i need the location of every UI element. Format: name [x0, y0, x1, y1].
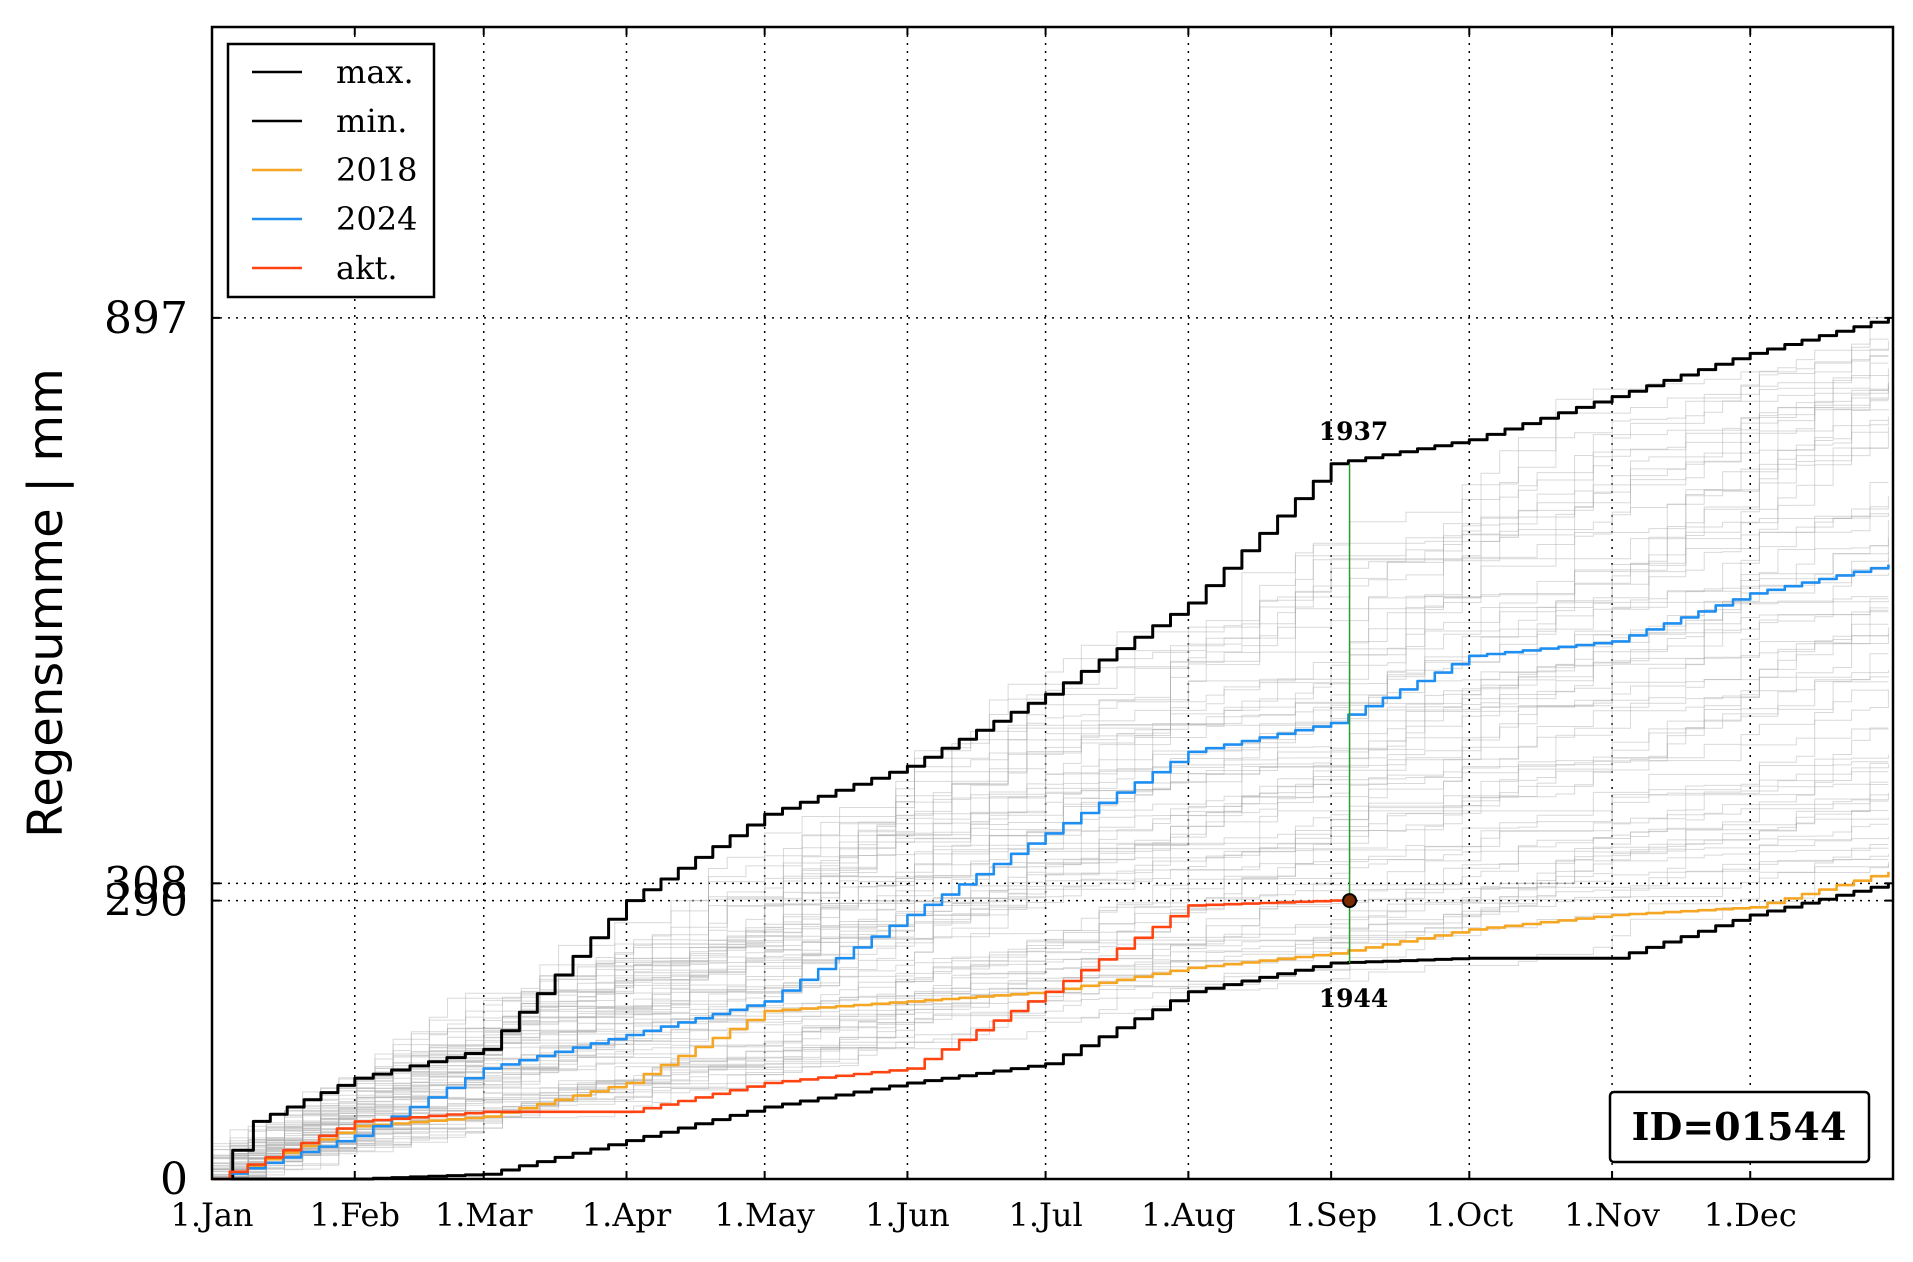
background-year-line	[212, 853, 1889, 1167]
background-year-line	[212, 512, 1889, 1151]
background-year-line	[212, 355, 1889, 1159]
background-year-line	[212, 635, 1889, 1169]
background-year-line	[212, 844, 1889, 1180]
background-year-line	[212, 600, 1889, 1156]
x-tick-label: 1.Mar	[435, 1196, 533, 1234]
background-years-layer	[212, 317, 1889, 1180]
plot-frame	[210, 25, 1895, 1181]
background-year-line	[212, 689, 1889, 1180]
x-tick-label: 1.Jun	[865, 1196, 950, 1234]
background-year-line	[212, 627, 1889, 1180]
x-tick-label: 1.Apr	[582, 1196, 672, 1234]
background-year-line	[212, 781, 1889, 1170]
background-year-line	[212, 368, 1889, 1180]
background-year-line	[212, 727, 1889, 1177]
plot-background	[212, 27, 1893, 1179]
background-year-line	[212, 598, 1889, 1166]
background-year-line	[212, 611, 1889, 1164]
y-tick-label: 290	[104, 876, 188, 927]
annotation-year-label: 1944	[1319, 984, 1389, 1013]
background-year-line	[212, 784, 1889, 1178]
y-axis-label: Regensumme | mm	[18, 368, 74, 838]
series-line-2024	[212, 564, 1890, 1181]
legend-label-akt: akt.	[336, 249, 398, 287]
background-year-line	[212, 761, 1889, 1175]
id-box: ID=01544	[1608, 1090, 1871, 1164]
background-year-line	[212, 762, 1889, 1170]
background-year-line	[212, 397, 1889, 1180]
background-year-line	[212, 653, 1889, 1180]
background-year-line	[212, 837, 1889, 1177]
x-tick-label: 1.Jul	[1008, 1196, 1082, 1234]
background-year-line	[212, 572, 1889, 1165]
background-year-line	[212, 794, 1889, 1180]
tick-layer: 1.Jan 1.Feb 1.Mar 1.Apr 1.May 1.Jun 1.Jul 1.Aug…	[104, 27, 1893, 1234]
background-year-line	[212, 862, 1889, 1180]
annotation-layer: 1937 1944	[1319, 417, 1389, 1013]
id-box-frame	[1608, 1090, 1871, 1164]
background-year-line	[212, 623, 1889, 1180]
background-year-line	[212, 340, 1889, 1180]
y-tick-label: 0	[160, 1154, 188, 1205]
legend-label-min: min.	[336, 102, 407, 140]
series-line-min	[212, 883, 1890, 1181]
background-year-line	[212, 375, 1889, 1180]
x-tick-label: 1.Dec	[1704, 1196, 1797, 1234]
background-year-line	[212, 317, 1889, 1145]
series-line-max	[212, 317, 1890, 1181]
background-year-line	[212, 609, 1889, 1158]
background-year-line	[212, 362, 1889, 1160]
background-year-line	[212, 728, 1889, 1180]
background-year-line	[212, 348, 1889, 1177]
x-tick-label: 1.Oct	[1426, 1196, 1514, 1234]
background-year-line	[212, 764, 1889, 1178]
current-value-point	[1342, 893, 1358, 909]
grid-layer	[212, 27, 1893, 1179]
x-tick-label: 1.Jan	[170, 1196, 253, 1234]
background-year-line	[212, 355, 1889, 1180]
background-year-line	[212, 482, 1889, 1180]
series-layer	[212, 317, 1890, 1181]
legend-label-max: max.	[336, 53, 414, 91]
legend-label-2024: 2024	[336, 200, 417, 238]
x-tick-label: 1.Feb	[310, 1196, 400, 1234]
background-year-line	[212, 400, 1889, 1180]
background-year-line	[212, 689, 1889, 1172]
background-year-line	[212, 634, 1889, 1180]
y-tick-label: 308	[104, 858, 188, 909]
legend-label-2018: 2018	[336, 151, 417, 189]
background-year-line	[212, 382, 1889, 1180]
background-year-line	[212, 792, 1889, 1176]
background-year-line	[212, 506, 1889, 1180]
background-year-line	[212, 416, 1889, 1180]
background-year-line	[212, 823, 1889, 1180]
x-tick-label: 1.May	[714, 1196, 814, 1234]
x-tick-label: 1.Aug	[1141, 1196, 1236, 1234]
x-tick-label: 1.Sep	[1285, 1196, 1377, 1234]
background-year-line	[212, 676, 1889, 1180]
annotation-year-label: 1937	[1319, 417, 1389, 446]
id-box-label: ID=01544	[1632, 1104, 1847, 1149]
background-year-line	[212, 520, 1889, 1180]
background-year-line	[212, 817, 1889, 1169]
background-year-line	[212, 431, 1889, 1180]
background-year-line	[212, 859, 1889, 1180]
background-year-line	[212, 420, 1889, 1180]
background-year-line	[212, 596, 1889, 1159]
legend: max. min. 2018 2024 akt.	[226, 42, 436, 299]
x-tick-label: 1.Nov	[1564, 1196, 1660, 1234]
background-year-line	[212, 386, 1889, 1180]
background-year-line	[212, 496, 1889, 1180]
series-line-akt	[212, 899, 1350, 1181]
background-year-line	[212, 754, 1889, 1180]
background-year-line	[212, 426, 1889, 1150]
y-tick-label: 897	[104, 293, 188, 344]
background-year-line	[212, 681, 1889, 1164]
